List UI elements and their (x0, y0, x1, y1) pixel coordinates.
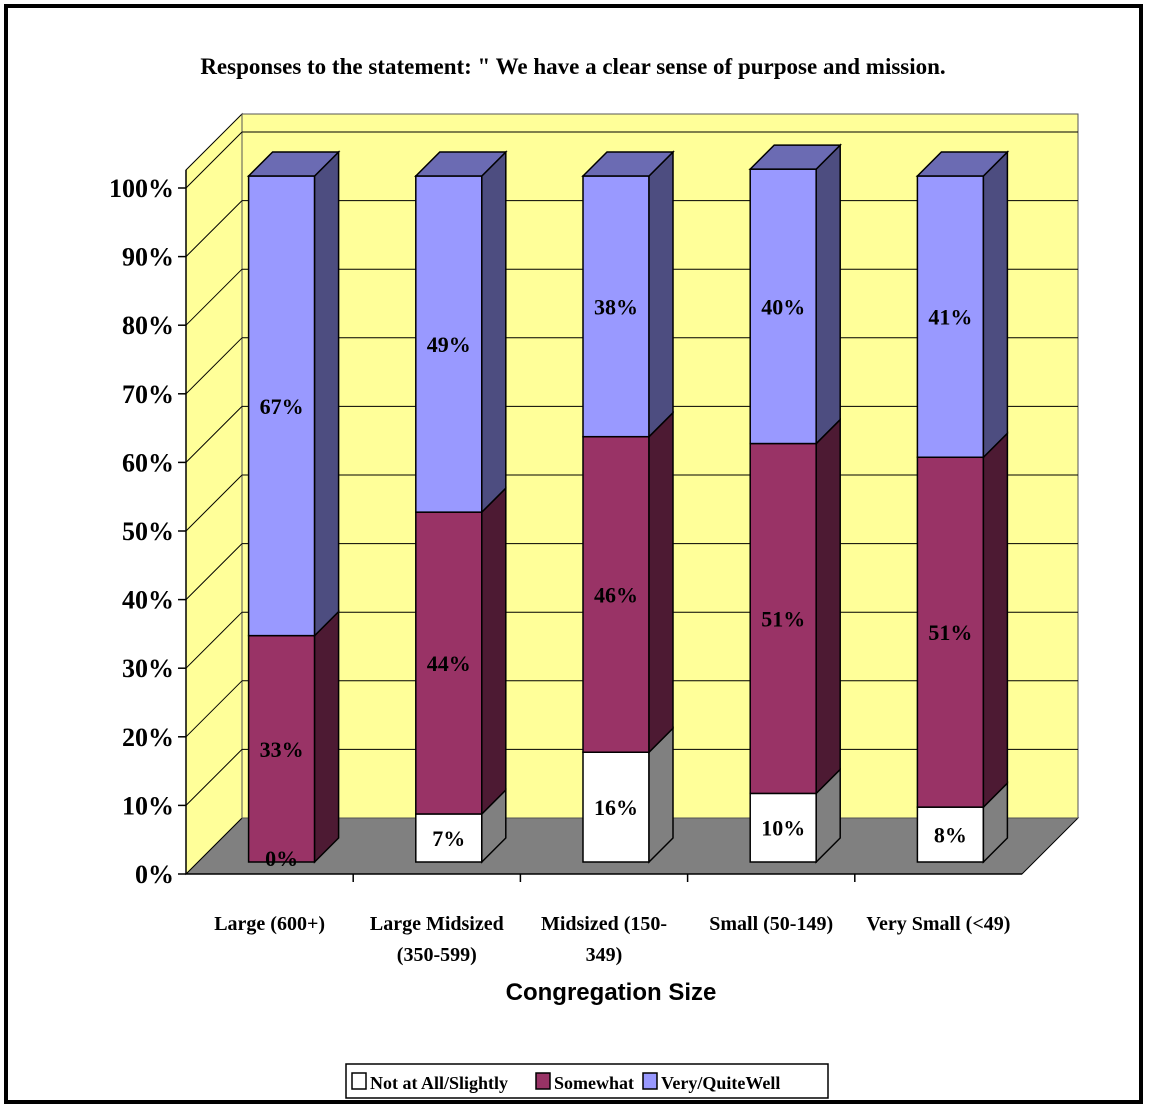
bar-very-quitewell-1-top (246, 151, 341, 177)
legend-label-not-at-all-slightly: Not at All/Slightly (370, 1073, 508, 1093)
gridline-side (185, 337, 243, 395)
axes (185, 170, 1022, 875)
bar-somewhat-4 (749, 417, 841, 796)
x-category-label: Large (600+) (214, 913, 325, 935)
legend-label-somewhat: Somewhat (554, 1073, 634, 1093)
gridline-side (185, 406, 243, 463)
gridline-side (185, 611, 243, 669)
x-category-label: Midsized (150- (541, 913, 667, 935)
bar-very-quitewell-4 (748, 143, 843, 446)
y-tick-label: 30% (122, 654, 174, 683)
chart-title: Responses to the statement: " We have a … (200, 54, 945, 79)
bar-not-at-all-slightly-4-front (749, 792, 817, 863)
data-label-not-at-all-slightly: 16% (594, 795, 638, 820)
bar-very-quitewell-3-side (648, 150, 674, 439)
x-category-label: 349) (586, 944, 623, 966)
gridline-side (185, 543, 243, 600)
data-label-somewhat: 33% (260, 737, 304, 762)
bar-somewhat-5-side (982, 431, 1009, 809)
x-category-label: Small (50-149) (709, 913, 833, 935)
bar-somewhat-2-side (481, 486, 507, 816)
data-label-somewhat: 46% (594, 582, 638, 607)
bar-somewhat-3-side (648, 410, 674, 755)
bar-very-quitewell-3 (581, 150, 675, 439)
x-category-label: Large Midsized (370, 913, 504, 935)
data-label-somewhat: 51% (928, 620, 972, 645)
y-tick-label: 90% (122, 243, 174, 272)
y-tick-label: 50% (122, 517, 174, 546)
gridline-side (185, 131, 243, 189)
y-tick-label: 70% (122, 380, 174, 409)
bar-somewhat-3 (582, 410, 674, 755)
data-label-very-quitewell: 49% (427, 332, 471, 357)
y-tick-label: 60% (122, 448, 174, 477)
bar-very-quitewell-2-top (413, 151, 508, 177)
y-tick-label: 20% (122, 723, 174, 752)
y-tick-label: 100% (109, 174, 174, 203)
gridline-side (185, 749, 243, 806)
gridline-side (185, 474, 243, 532)
data-label-very-quitewell: 67% (260, 394, 304, 419)
bar-somewhat-4-side (815, 417, 841, 796)
bar-very-quitewell-5 (915, 150, 1010, 460)
bars (246, 143, 1010, 864)
legend-label-very-quitewell: Very/QuiteWell (661, 1073, 780, 1093)
x-category-label: Very Small (<49) (866, 913, 1010, 935)
x-category-label: (350-599) (397, 944, 477, 966)
y-tick-label: 0% (135, 860, 174, 889)
bar-very-quitewell-2-side (481, 150, 507, 514)
bar-very-quitewell-1-front (247, 175, 316, 637)
data-labels: 0% 33% 67% 7% 44% 49% 16% 46% 38% 10% 51% 40% 8% 51% 4… (260, 294, 973, 871)
bar-very-quitewell-4-side (815, 143, 841, 446)
bar-very-quitewell-3-top (581, 151, 675, 177)
data-label-somewhat: 51% (761, 606, 805, 631)
bar-somewhat-4-front (749, 442, 817, 795)
data-label-not-at-all-slightly: 8% (934, 823, 967, 848)
data-label-very-quitewell: 41% (928, 305, 972, 330)
legend-box (345, 1063, 829, 1099)
bar-not-at-all-slightly-3 (582, 726, 674, 864)
y-axis-ticks: 0% 10% 20% 30% 40% 50% 60% 70% 80% 90% 100% (109, 174, 186, 889)
bar-not-at-all-slightly-5 (916, 781, 1009, 864)
legend: Not at All/Slightly Somewhat Very/QuiteWel… (345, 1063, 829, 1099)
bar-somewhat-1-side (313, 609, 340, 864)
bar-very-quitewell-2 (413, 150, 508, 514)
bar-very-quitewell-4-top (748, 144, 843, 170)
bar-very-quitewell-5-top (915, 151, 1010, 177)
data-label-very-quitewell: 38% (594, 294, 638, 319)
bar-very-quitewell-5-side (982, 150, 1009, 460)
bar-somewhat-1-front (247, 634, 316, 863)
chart: Responses to the statement: " We have a … (109, 54, 1080, 1099)
legend-swatch-not-at-all-slightly (351, 1072, 367, 1090)
gridline-side (185, 200, 243, 257)
x-axis-label: Congregation Size (506, 979, 717, 1006)
bar-somewhat-5 (916, 431, 1009, 809)
y-tick-label: 80% (122, 311, 174, 340)
data-label-not-at-all-slightly: 0% (265, 846, 298, 871)
legend-swatch-very-quitewell (642, 1072, 658, 1090)
data-label-very-quitewell: 40% (761, 294, 805, 319)
bar-somewhat-1 (247, 609, 340, 864)
y-tick-label: 10% (122, 791, 174, 820)
legend-swatch-somewhat (535, 1072, 551, 1090)
data-label-not-at-all-slightly: 7% (432, 826, 465, 851)
gridline-side (185, 268, 243, 326)
bar-very-quitewell-1 (246, 150, 341, 638)
bar-very-quitewell-4-front (749, 168, 817, 445)
y-tick-label: 40% (122, 586, 174, 615)
x-axis-categories: Large (600+) Large Midsized (350-599) Midsi… (214, 874, 1010, 966)
gridline-side (185, 680, 243, 738)
bar-not-at-all-slightly-4 (749, 767, 841, 864)
bar-not-at-all-slightly-3-front (582, 751, 650, 863)
data-label-somewhat: 44% (427, 651, 471, 676)
bar-very-quitewell-1-side (313, 150, 340, 638)
data-label-not-at-all-slightly: 10% (761, 816, 805, 841)
chart-frame: Responses to the statement: " We have a … (4, 4, 1143, 1104)
